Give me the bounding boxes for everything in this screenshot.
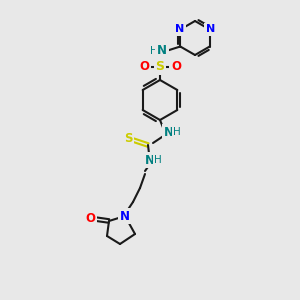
- Text: N: N: [175, 25, 184, 34]
- Text: H: H: [173, 127, 181, 137]
- Text: O: O: [139, 61, 149, 74]
- Text: O: O: [171, 61, 181, 74]
- Text: N: N: [145, 154, 155, 166]
- Text: N: N: [120, 209, 130, 223]
- Text: H: H: [154, 155, 162, 165]
- Text: O: O: [85, 212, 95, 226]
- Text: S: S: [124, 133, 132, 146]
- Text: N: N: [206, 25, 215, 34]
- Text: H: H: [150, 46, 158, 56]
- Text: N: N: [164, 125, 174, 139]
- Text: S: S: [155, 61, 164, 74]
- Text: N: N: [157, 44, 167, 58]
